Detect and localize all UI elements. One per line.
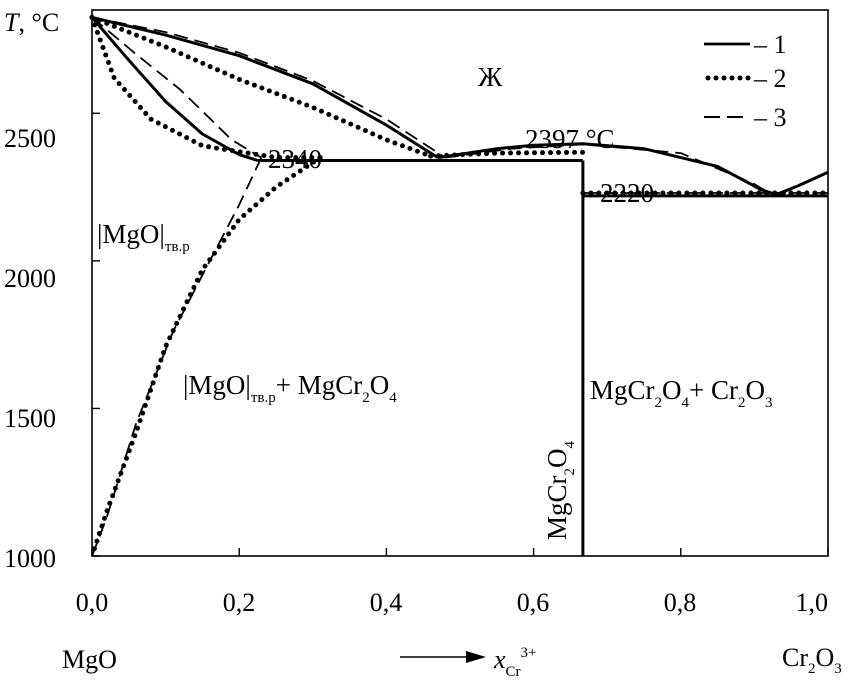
series-3-solvus (91, 157, 263, 557)
x-tick-label: 0,4 (370, 588, 403, 617)
legend-label-3: – 3 (753, 103, 787, 132)
series-2-solvus (89, 155, 323, 559)
plot-frame (91, 9, 829, 557)
compound-label: MgCr2O4 (542, 440, 578, 540)
x-tick-label: 0,2 (223, 588, 256, 617)
y-tick-label: 2000 (4, 264, 56, 293)
x-tick-label: 0,0 (76, 588, 109, 617)
y-tick-label: 1500 (4, 404, 56, 433)
series-2-liquidus-left (89, 14, 434, 159)
axis-ticks (91, 112, 829, 557)
series-3-liquidus-left (91, 16, 446, 159)
series-1-solidus-left (90, 16, 259, 162)
x-tick-label: 0,6 (517, 588, 550, 617)
x-right-end-label: Cr2O3 (782, 643, 842, 677)
x-arrow-label: xCr3+ (493, 645, 537, 680)
legend-label-2: – 2 (753, 64, 787, 93)
x-left-end-label: MgO (62, 645, 117, 674)
congruent-melting-label: 2397 °C (525, 124, 615, 154)
series-3-liquidus-mid (445, 143, 770, 194)
legend-label-1: – 1 (753, 30, 787, 59)
x-tick-label: 1,0 (796, 588, 829, 617)
region-mgo-solid-solution: |MgO|тв.р (97, 219, 190, 255)
y-axis-label: T, °C (4, 8, 59, 37)
y-tick-label: 2500 (4, 124, 56, 153)
series-2-solidus-left (89, 14, 323, 161)
series-2-liquidus-mid (428, 149, 586, 159)
region-spinel-plus-cr2o3: MgCr2O4+ Cr2O3 (590, 375, 773, 411)
y-tick-label: 1000 (4, 544, 56, 573)
series-1-liquidus-left (91, 15, 439, 159)
legend: – 1 – 2 – 3 (704, 30, 787, 132)
x-direction-arrow (400, 651, 486, 663)
series-layer (89, 14, 831, 559)
series-3-solidus-left (91, 16, 262, 159)
x-tick-label: 0,8 (664, 588, 697, 617)
eutectic-2340-label: 2340 (268, 144, 322, 174)
y-axis-symbol: T (4, 8, 20, 37)
eutectic-2220-label: 2220 (600, 178, 654, 208)
region-mgo-ss-plus-spinel: |MgO|тв.р+ MgCr2O4 (183, 370, 397, 406)
liquid-region-label: Ж (478, 62, 503, 92)
y-axis-unit: , °C (18, 8, 59, 37)
